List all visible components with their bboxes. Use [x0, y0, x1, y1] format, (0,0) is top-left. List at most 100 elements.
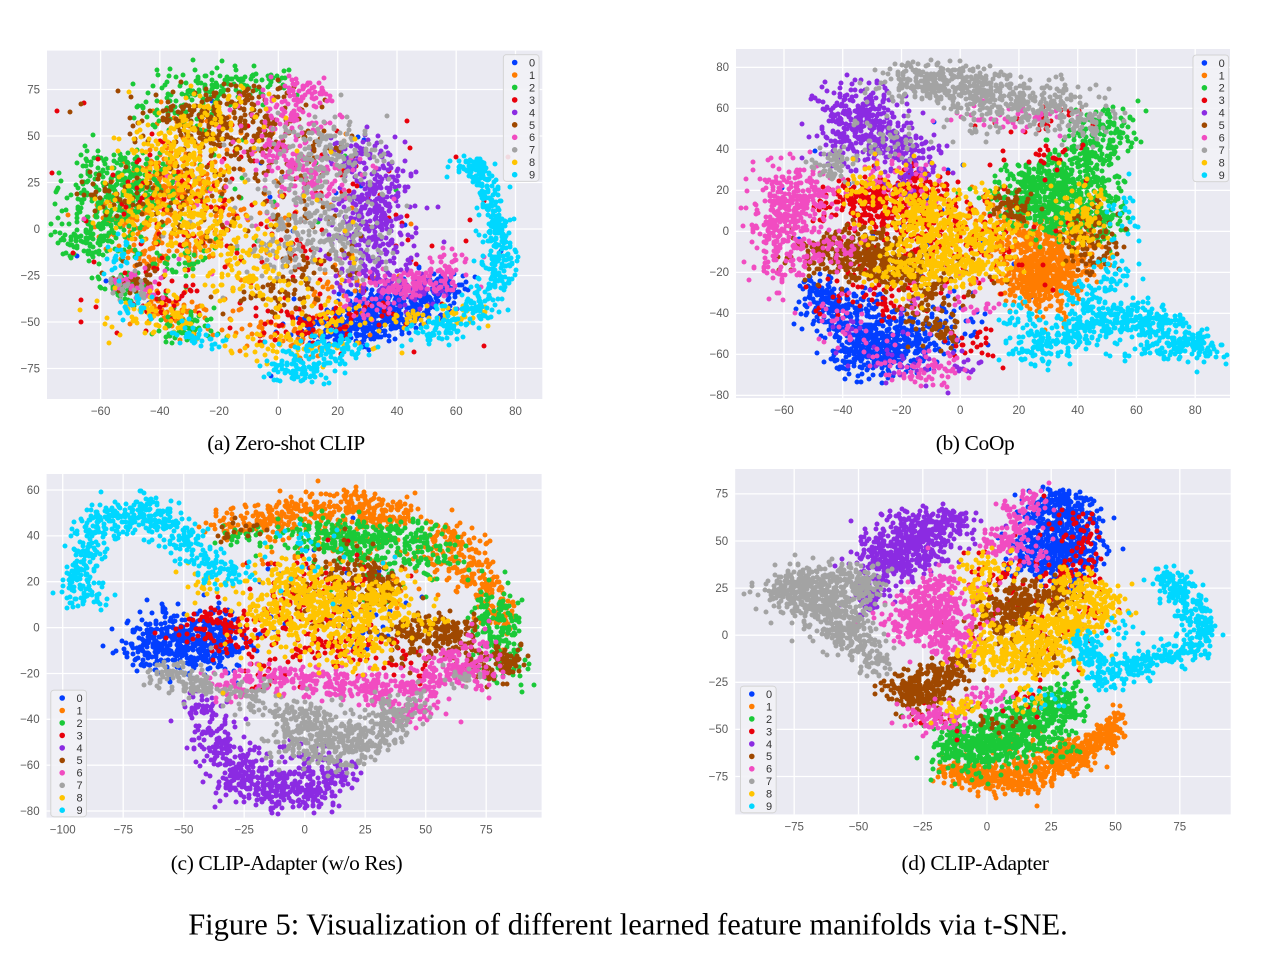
svg-text:7: 7: [529, 145, 535, 157]
svg-text:80: 80: [716, 62, 729, 74]
svg-text:1: 1: [1219, 70, 1225, 82]
svg-text:40: 40: [1071, 405, 1084, 417]
svg-text:50: 50: [1109, 821, 1122, 833]
svg-text:0: 0: [301, 825, 307, 837]
svg-text:7: 7: [766, 776, 772, 788]
svg-text:25: 25: [27, 177, 40, 189]
svg-text:5: 5: [529, 120, 535, 132]
svg-text:50: 50: [27, 131, 40, 143]
svg-text:80: 80: [509, 406, 522, 418]
svg-text:−20: −20: [709, 267, 729, 279]
svg-text:40: 40: [716, 144, 729, 156]
svg-text:−50: −50: [709, 724, 729, 736]
svg-text:(b) CoOp: (b) CoOp: [936, 431, 1015, 455]
svg-text:−60: −60: [774, 405, 794, 417]
svg-text:0: 0: [957, 405, 963, 417]
svg-text:4: 4: [1219, 108, 1225, 120]
svg-text:40: 40: [27, 531, 40, 543]
svg-text:3: 3: [766, 726, 772, 738]
svg-text:9: 9: [766, 801, 772, 813]
svg-text:−80: −80: [709, 390, 729, 402]
svg-text:2: 2: [766, 714, 772, 726]
svg-text:50: 50: [419, 825, 432, 837]
svg-text:60: 60: [27, 485, 40, 497]
svg-text:0: 0: [33, 622, 39, 634]
svg-text:25: 25: [359, 825, 372, 837]
svg-text:0: 0: [76, 693, 82, 705]
svg-text:60: 60: [1130, 405, 1143, 417]
svg-text:(a) Zero-shot CLIP: (a) Zero-shot CLIP: [207, 431, 365, 455]
svg-text:−75: −75: [113, 825, 133, 837]
svg-text:75: 75: [715, 489, 728, 501]
svg-text:−40: −40: [709, 308, 729, 320]
svg-text:3: 3: [76, 730, 82, 742]
svg-text:−50: −50: [849, 821, 869, 833]
svg-text:9: 9: [1219, 170, 1225, 182]
svg-text:7: 7: [1219, 145, 1225, 157]
svg-text:−60: −60: [709, 349, 729, 361]
svg-text:8: 8: [1219, 158, 1225, 170]
svg-text:20: 20: [1013, 405, 1026, 417]
svg-text:−100: −100: [50, 825, 76, 837]
svg-text:6: 6: [76, 768, 82, 780]
svg-text:8: 8: [529, 157, 535, 169]
svg-text:0: 0: [529, 57, 535, 69]
svg-text:−50: −50: [20, 317, 40, 329]
svg-text:9: 9: [76, 805, 82, 817]
svg-text:1: 1: [766, 701, 772, 713]
svg-text:60: 60: [716, 103, 729, 115]
svg-text:−75: −75: [784, 821, 804, 833]
svg-text:4: 4: [76, 743, 82, 755]
svg-text:20: 20: [331, 406, 344, 418]
svg-text:6: 6: [766, 764, 772, 776]
svg-text:25: 25: [1045, 821, 1058, 833]
svg-text:60: 60: [450, 406, 463, 418]
svg-text:0: 0: [723, 226, 729, 238]
svg-text:75: 75: [27, 84, 40, 96]
svg-text:2: 2: [529, 82, 535, 94]
svg-text:6: 6: [529, 132, 535, 144]
svg-text:0: 0: [34, 224, 40, 236]
svg-text:Figure 5: Visualization of dif: Figure 5: Visualization of different lea…: [188, 908, 1068, 942]
svg-text:−40: −40: [833, 405, 853, 417]
svg-text:7: 7: [76, 780, 82, 792]
svg-text:−75: −75: [709, 771, 729, 783]
svg-text:−20: −20: [892, 405, 912, 417]
svg-text:1: 1: [76, 705, 82, 717]
svg-text:5: 5: [766, 751, 772, 763]
svg-text:3: 3: [1219, 95, 1225, 107]
svg-text:40: 40: [391, 406, 404, 418]
svg-text:75: 75: [480, 825, 493, 837]
svg-text:2: 2: [1219, 83, 1225, 95]
svg-text:(d) CLIP-Adapter: (d) CLIP-Adapter: [901, 851, 1048, 875]
svg-text:−40: −40: [150, 406, 170, 418]
svg-text:0: 0: [275, 406, 281, 418]
svg-text:−80: −80: [20, 806, 40, 818]
svg-text:−60: −60: [20, 760, 40, 772]
svg-text:−75: −75: [20, 363, 40, 375]
svg-text:−25: −25: [913, 821, 933, 833]
svg-text:4: 4: [529, 107, 535, 119]
svg-text:1: 1: [529, 70, 535, 82]
svg-text:0: 0: [1219, 58, 1225, 70]
svg-text:20: 20: [716, 185, 729, 197]
svg-text:−25: −25: [20, 270, 40, 282]
svg-text:20: 20: [27, 577, 40, 589]
svg-text:−25: −25: [234, 825, 254, 837]
svg-text:5: 5: [1219, 120, 1225, 132]
svg-text:−50: −50: [174, 825, 194, 837]
svg-text:−40: −40: [20, 714, 40, 726]
svg-text:5: 5: [76, 755, 82, 767]
svg-text:(c) CLIP-Adapter (w/o Res): (c) CLIP-Adapter (w/o Res): [171, 851, 403, 875]
svg-text:3: 3: [529, 95, 535, 107]
svg-text:25: 25: [715, 583, 728, 595]
svg-text:0: 0: [984, 821, 990, 833]
svg-text:−20: −20: [20, 668, 40, 680]
svg-text:0: 0: [722, 630, 728, 642]
svg-text:−25: −25: [709, 677, 729, 689]
svg-text:4: 4: [766, 739, 772, 751]
svg-text:−60: −60: [91, 406, 111, 418]
svg-text:0: 0: [766, 689, 772, 701]
svg-text:−20: −20: [209, 406, 229, 418]
svg-text:8: 8: [766, 789, 772, 801]
